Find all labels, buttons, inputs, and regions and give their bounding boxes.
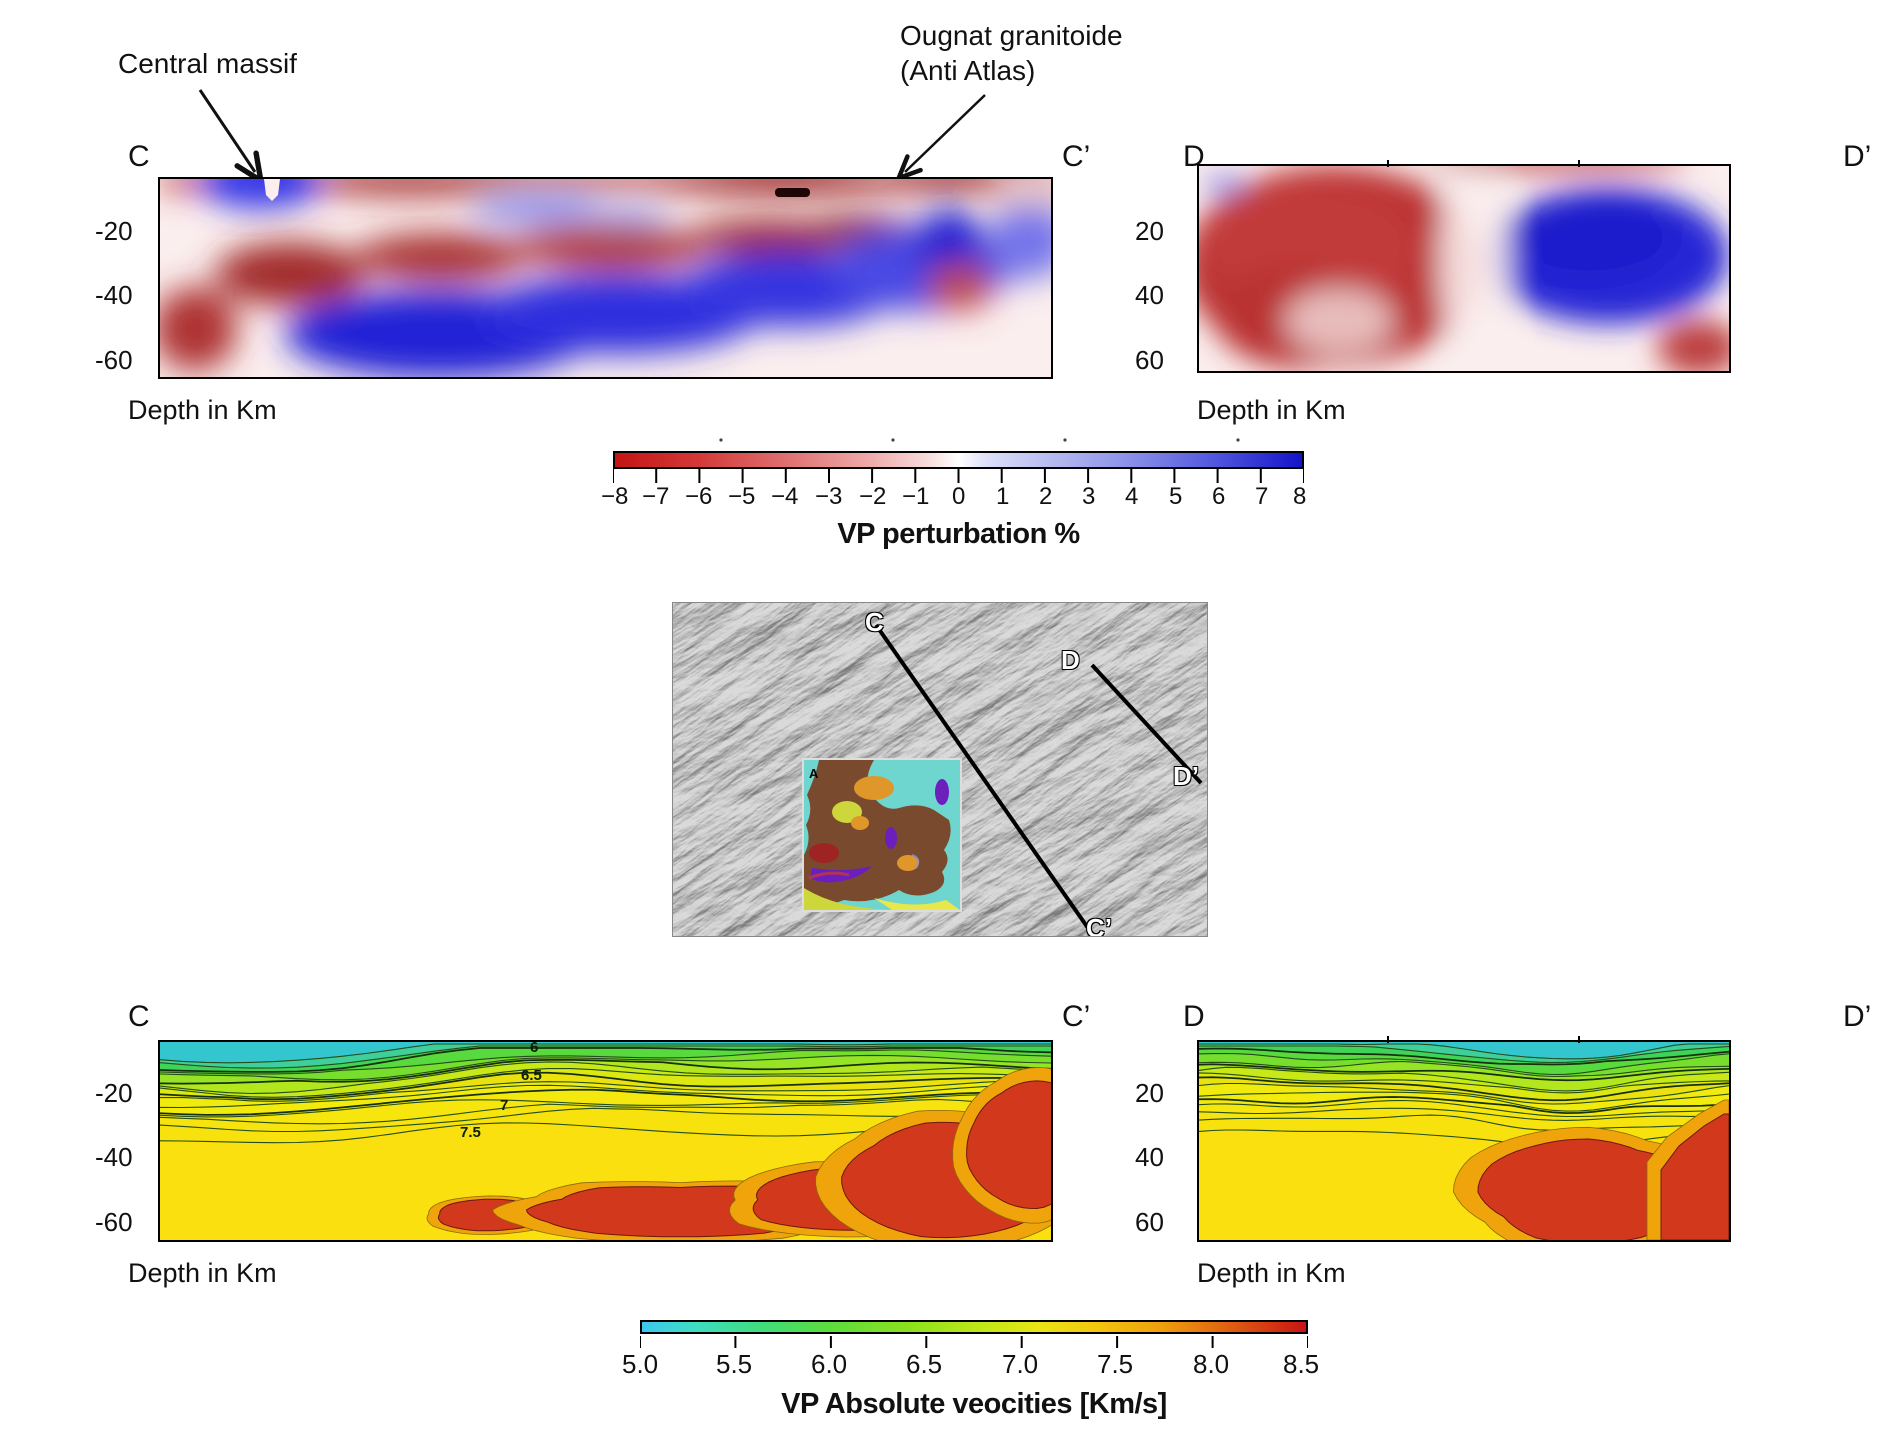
svg-text:7: 7 (500, 1097, 508, 1114)
svg-text:A: A (809, 766, 819, 781)
svg-text:7.5: 7.5 (460, 1124, 481, 1141)
svg-text:6: 6 (530, 1042, 538, 1056)
svg-text:6.5: 6.5 (521, 1067, 542, 1084)
